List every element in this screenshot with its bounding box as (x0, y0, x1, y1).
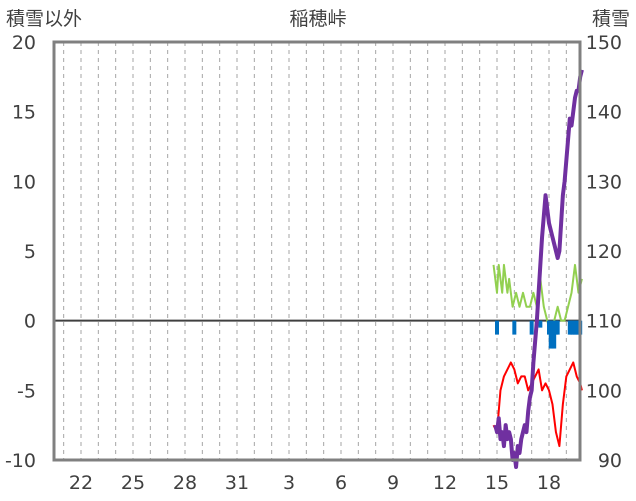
bar-mark (512, 320, 517, 335)
right-axis-ticks: 150 140 130 120 110 100 90 (586, 32, 622, 472)
left-tick-label: 20 (12, 32, 36, 54)
right-tick-label: 120 (586, 241, 622, 263)
series-layer (492, 69, 584, 469)
left-tick-label: -10 (5, 450, 36, 472)
x-tick-label: 18 (537, 472, 561, 494)
left-tick-label: -5 (17, 380, 36, 402)
chart-title: 稲穂峠 (289, 8, 346, 30)
series-line-0 (492, 263, 583, 336)
right-tick-label: 100 (586, 380, 622, 402)
plot-frame (52, 40, 582, 462)
left-tick-label: 5 (24, 241, 36, 263)
bar-mark (495, 320, 499, 335)
series-line-3 (493, 69, 584, 469)
x-tick-label: 31 (225, 472, 249, 494)
x-axis-ticks: 22 25 28 31 3 6 9 12 15 18 (69, 472, 561, 494)
bar-mark (529, 320, 534, 335)
right-tick-label: 140 (586, 102, 622, 124)
x-tick-label: 6 (335, 472, 347, 494)
x-tick-label: 25 (121, 472, 145, 494)
left-axis-ticks: 20 15 10 5 0 -5 -10 (5, 32, 36, 472)
vertical-grid (63, 42, 567, 460)
x-tick-label: 12 (433, 472, 457, 494)
left-axis-label: 積雪以外 (6, 8, 82, 30)
right-axis-label: 積雪 (592, 8, 630, 30)
right-tick-label: 90 (598, 450, 622, 472)
x-tick-label: 15 (485, 472, 509, 494)
x-tick-label: 22 (69, 472, 93, 494)
right-tick-label: 130 (586, 171, 622, 193)
series-line-1 (492, 361, 583, 448)
bar-mark (555, 320, 560, 335)
x-tick-label: 3 (283, 472, 295, 494)
right-tick-label: 110 (586, 311, 622, 333)
x-tick-label: 28 (173, 472, 197, 494)
right-tick-label: 150 (586, 32, 622, 54)
left-tick-label: 10 (12, 171, 36, 193)
x-tick-label: 9 (387, 472, 399, 494)
left-tick-label: 15 (12, 102, 36, 124)
bar-mark (538, 320, 543, 328)
left-tick-label: 0 (24, 311, 36, 333)
